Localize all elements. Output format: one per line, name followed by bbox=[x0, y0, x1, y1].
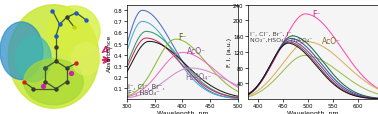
Ellipse shape bbox=[24, 59, 83, 105]
Ellipse shape bbox=[71, 43, 100, 75]
Text: AcO⁻: AcO⁻ bbox=[322, 37, 341, 46]
Text: I⁻, Cl⁻, Br⁻, I⁻,: I⁻, Cl⁻, Br⁻, I⁻, bbox=[249, 31, 293, 36]
Text: F⁻, HSO₄⁻: F⁻, HSO₄⁻ bbox=[128, 89, 160, 95]
Ellipse shape bbox=[48, 7, 100, 57]
X-axis label: Wavelength, nm: Wavelength, nm bbox=[287, 110, 339, 114]
X-axis label: Wavelength, nm: Wavelength, nm bbox=[156, 110, 208, 114]
Y-axis label: Absorbance: Absorbance bbox=[107, 34, 112, 71]
Text: NO₃⁻,HSO₄⁻, H₂PO₄⁻: NO₃⁻,HSO₄⁻, H₂PO₄⁻ bbox=[249, 38, 312, 42]
Ellipse shape bbox=[15, 36, 51, 82]
Text: F⁻: F⁻ bbox=[178, 33, 187, 42]
Y-axis label: F. I. (a.u.): F. I. (a.u.) bbox=[226, 38, 232, 67]
Text: I⁻, Cl⁻, Br⁻,: I⁻, Cl⁻, Br⁻, bbox=[128, 84, 165, 89]
Ellipse shape bbox=[8, 6, 99, 108]
Text: A⁻: A⁻ bbox=[101, 46, 113, 55]
Text: F⁻: F⁻ bbox=[312, 10, 320, 19]
Text: AcO⁻: AcO⁻ bbox=[187, 46, 206, 55]
Ellipse shape bbox=[0, 23, 43, 80]
Text: H₂PO₄⁻: H₂PO₄⁻ bbox=[185, 73, 212, 82]
